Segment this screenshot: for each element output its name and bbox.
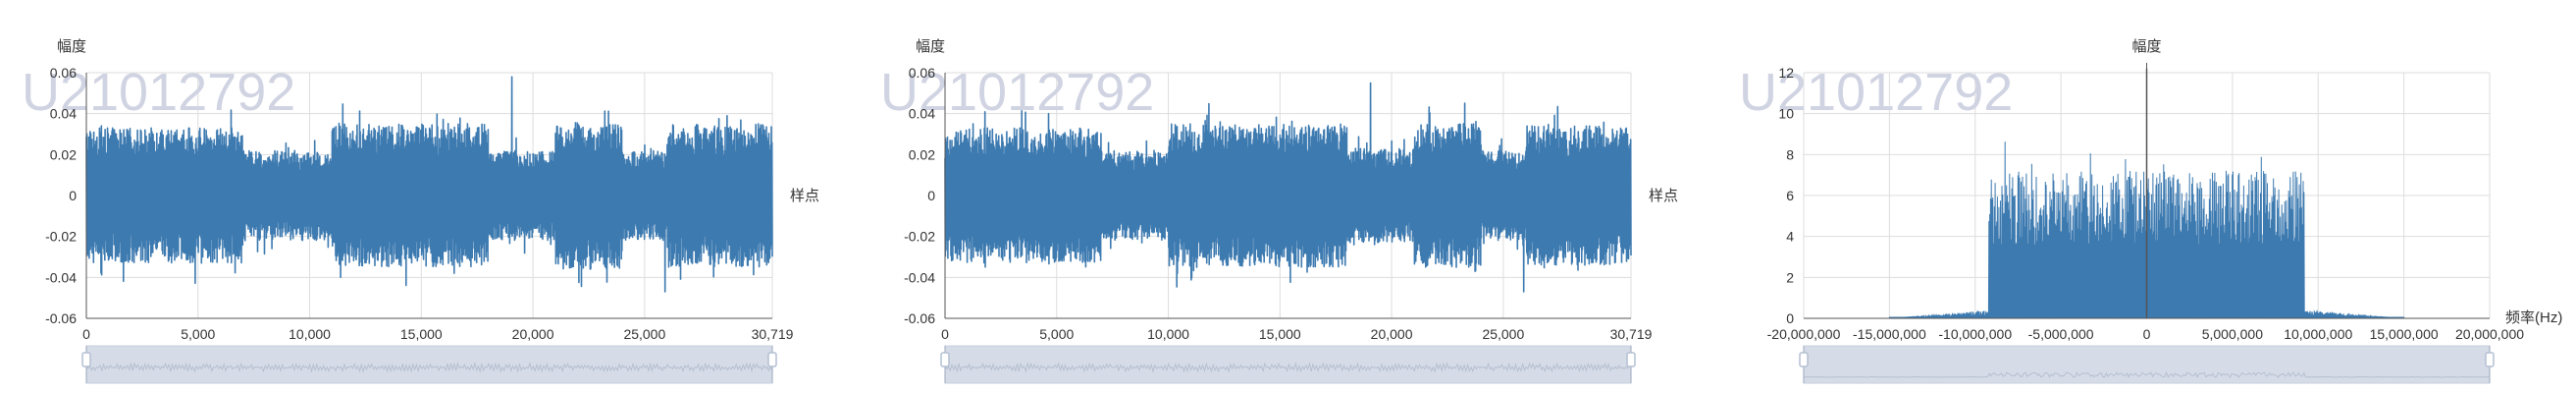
x-tick-label: 10,000,000 bbox=[2284, 326, 2352, 342]
datazoom-handle-right[interactable] bbox=[1626, 352, 1636, 367]
x-tick-label: 20,000,000 bbox=[2455, 326, 2524, 342]
y-tick-label: -0.04 bbox=[45, 269, 77, 285]
chart-panel-time-2: U21012792 -0.06 -0.04 -0.02 0 0.02 0.04 0.06 0 5,… bbox=[859, 0, 1717, 393]
datazoom-track[interactable] bbox=[944, 345, 1632, 384]
datazoom-preview-line bbox=[944, 362, 1632, 373]
datazoom-slider[interactable] bbox=[940, 345, 1636, 384]
y-axis-label: 幅度 bbox=[2131, 38, 2161, 55]
y-tick-label: 6 bbox=[1786, 188, 1794, 203]
x-tick-label: -20,000,000 bbox=[1767, 326, 1841, 342]
y-tick-label: 0.02 bbox=[909, 146, 935, 162]
y-tick-label: 0 bbox=[69, 188, 77, 203]
x-tick-label: 5,000,000 bbox=[2202, 326, 2263, 342]
datazoom-handle-left[interactable] bbox=[81, 352, 91, 367]
x-tick-label: 0 bbox=[941, 326, 949, 342]
y-tick-label: 0.04 bbox=[909, 106, 935, 122]
y-tick-label: -0.06 bbox=[904, 310, 935, 326]
x-tick-label: 10,000 bbox=[1147, 326, 1189, 342]
x-tick-label: 30,719 bbox=[1610, 326, 1653, 342]
x-axis-label: 样点 bbox=[790, 188, 819, 204]
x-tick-label: 15,000 bbox=[400, 326, 443, 342]
x-axis-label: 频率(Hz) bbox=[2505, 309, 2562, 326]
watermark-text: U21012792 bbox=[22, 63, 295, 122]
y-tick-label: 0.02 bbox=[50, 146, 77, 162]
y-tick-label: 2 bbox=[1786, 269, 1794, 285]
x-tick-label: -5,000,000 bbox=[2028, 326, 2094, 342]
y-tick-label: 4 bbox=[1786, 229, 1794, 245]
datazoom-handle-right[interactable] bbox=[2485, 352, 2495, 367]
x-tick-label: 25,000 bbox=[623, 326, 665, 342]
x-tick-label: 5,000 bbox=[181, 326, 215, 342]
datazoom-preview-line bbox=[1803, 370, 2491, 379]
x-axis-label: 样点 bbox=[1649, 188, 1678, 204]
datazoom-handle-left[interactable] bbox=[940, 352, 950, 367]
signal-series-line bbox=[85, 76, 773, 293]
y-tick-label: 0 bbox=[927, 188, 935, 203]
chart-svg-time-1: U21012792 -0.06 -0.04 -0.02 0 0.02 0.04 0.06 0 5,… bbox=[22, 38, 819, 384]
x-tick-label: 30,719 bbox=[752, 326, 794, 342]
x-tick-label: 15,000 bbox=[1259, 326, 1301, 342]
x-tick-label: 20,000 bbox=[512, 326, 554, 342]
x-tick-label: 10,000 bbox=[289, 326, 331, 342]
y-axis-label: 幅度 bbox=[57, 38, 86, 55]
y-tick-label: 0.06 bbox=[909, 65, 935, 81]
datazoom-handle-left[interactable] bbox=[1799, 352, 1809, 367]
y-tick-label: 0.04 bbox=[50, 106, 77, 122]
y-tick-label: -0.02 bbox=[45, 229, 77, 245]
datazoom-handle-right[interactable] bbox=[767, 352, 777, 367]
y-tick-label: -0.02 bbox=[904, 229, 935, 245]
y-tick-label: -0.04 bbox=[904, 269, 935, 285]
datazoom-slider[interactable] bbox=[1799, 345, 2495, 384]
watermark-text: U21012792 bbox=[1739, 63, 2013, 122]
y-tick-label: 12 bbox=[1778, 65, 1794, 81]
y-tick-label: 0 bbox=[1786, 310, 1794, 326]
y-tick-label: 8 bbox=[1786, 146, 1794, 162]
x-tick-label: 0 bbox=[82, 326, 90, 342]
x-tick-label: 25,000 bbox=[1482, 326, 1524, 342]
y-tick-label: 0.06 bbox=[50, 65, 77, 81]
watermark-text: U21012792 bbox=[880, 63, 1154, 122]
y-tick-label: 10 bbox=[1778, 106, 1794, 122]
x-tick-label: 5,000 bbox=[1039, 326, 1074, 342]
signal-series-line bbox=[944, 82, 1632, 293]
x-tick-label: -15,000,000 bbox=[1853, 326, 1926, 342]
chart-panel-spectrum: U21012792 0 2 4 6 8 10 12 -20,000,000 -15,000,000… bbox=[1717, 0, 2576, 393]
x-tick-label: 20,000 bbox=[1371, 326, 1413, 342]
datazoom-preview-line bbox=[85, 362, 773, 373]
x-tick-label: -10,000,000 bbox=[1938, 326, 2012, 342]
y-tick-label: -0.06 bbox=[45, 310, 77, 326]
chart-svg-time-2: U21012792 -0.06 -0.04 -0.02 0 0.02 0.04 0.06 0 5,… bbox=[880, 38, 1678, 384]
x-tick-label: 15,000,000 bbox=[2370, 326, 2439, 342]
chart-panel-time-1: U21012792 -0.06 -0.04 -0.02 0 0.02 0.04 0.06 0 5,… bbox=[0, 0, 859, 393]
x-tick-label: 0 bbox=[2143, 326, 2151, 342]
datazoom-slider[interactable] bbox=[81, 345, 777, 384]
y-axis-label: 幅度 bbox=[916, 38, 945, 55]
